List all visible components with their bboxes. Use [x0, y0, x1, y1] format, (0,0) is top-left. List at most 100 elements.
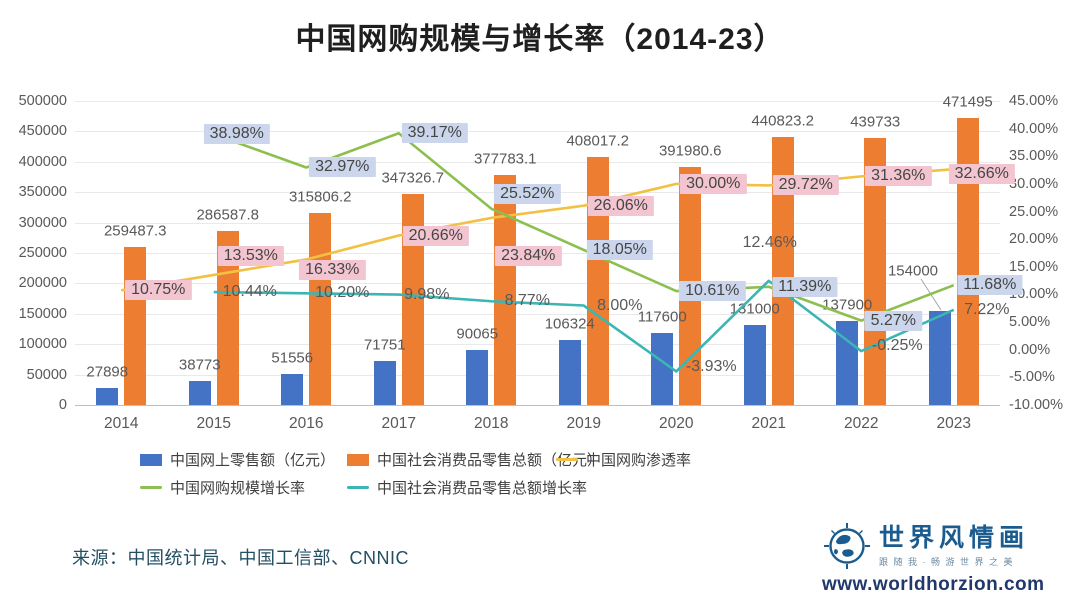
bar-value-label: 408017.2 [566, 132, 630, 150]
line-data-label: 23.84% [495, 245, 562, 266]
bar-value-label: 440823.2 [751, 112, 815, 130]
bar-value-label: 286587.8 [196, 206, 260, 224]
bar-value-label: 315806.2 [288, 188, 352, 206]
line-data-label: 31.36% [865, 166, 932, 187]
bar-value-label: 347326.7 [381, 169, 445, 187]
chart-title: 中国网购规模与增长率（2014-23） [295, 23, 785, 56]
y-axis-left-tick-label: 200000 [18, 275, 67, 292]
line-data-label: 32.97% [309, 157, 376, 178]
bar-value-label: 117600 [637, 308, 687, 326]
line-data-label: 26.06% [587, 195, 654, 216]
line-data-label: 20.66% [402, 225, 469, 246]
bar-value-label: 259487.3 [103, 222, 167, 240]
bar-value-label: 90065 [456, 325, 499, 343]
line-data-label: 5.27% [864, 310, 922, 331]
line-data-label: 13.53% [217, 245, 284, 266]
y-axis-right-tick-label: 20.00% [1009, 231, 1059, 248]
x-axis-tick-label: 2020 [659, 415, 694, 432]
legend-item: 中国网购规模增长率 [140, 477, 305, 498]
line-data-label: 10.61% [679, 281, 746, 302]
x-axis-tick-label: 2015 [196, 415, 231, 432]
legend-label: 中国网上零售额（亿元） [170, 452, 336, 469]
legend-bar-swatch [347, 453, 369, 466]
bar-total-retail [494, 175, 517, 405]
gridline [75, 161, 1000, 163]
y-axis-right-tick-label: 45.00% [1009, 93, 1059, 109]
gridline [75, 344, 1000, 346]
y-axis-left-tick-label: 350000 [18, 184, 67, 201]
legend-line-swatch [556, 457, 578, 462]
bar-online-retail [558, 340, 581, 405]
gridline [75, 313, 1000, 315]
brand-tagline: 跟随我·畅游世界之美 [879, 557, 1018, 567]
legend-item: 中国网上零售额（亿元） [140, 449, 335, 470]
line-data-label: 29.72% [772, 175, 839, 196]
bar-online-retail [188, 381, 211, 405]
y-axis-right-tick-label: 40.00% [1009, 120, 1059, 137]
line-data-label: 10.20% [315, 284, 370, 302]
bar-value-label: 377783.1 [473, 150, 537, 168]
legend-item: 中国社会消费品零售总额增长率 [347, 477, 587, 498]
bar-online-retail [466, 350, 489, 405]
gridline [75, 131, 1000, 133]
x-axis-tick-label: 2022 [844, 415, 879, 432]
y-axis-right-tick-label: 5.00% [1009, 314, 1051, 331]
line-data-label: 7.22% [964, 300, 1010, 318]
bar-total-retail [586, 156, 609, 405]
brand-text-column: 世界风情画 跟随我·畅游世界之美 [879, 524, 1029, 568]
y-axis-right-tick-label: -10.00% [1009, 397, 1064, 413]
bar-value-label: 439733 [850, 113, 901, 131]
y-axis-left-tick-label: 400000 [18, 153, 67, 170]
x-axis-tick-label: 2018 [474, 415, 509, 432]
line-data-label: 38.98% [203, 124, 270, 145]
y-axis-right-tick-label: 0.00% [1009, 341, 1051, 358]
line-data-label: 11.39% [772, 276, 838, 297]
y-axis-right-tick-label: 30.00% [1009, 175, 1059, 192]
bar-online-retail [373, 361, 396, 405]
bar-online-retail [96, 388, 119, 405]
y-axis-left-tick-label: 250000 [18, 245, 67, 261]
y-axis-right-tick-label: -5.00% [1009, 369, 1055, 386]
gridline [75, 374, 1000, 376]
line-data-label: 11.68% [957, 275, 1023, 296]
bar-value-label: 131000 [729, 300, 780, 318]
bar-online-retail [836, 321, 859, 405]
legend-item: 中国社会消费品零售总额（亿元） [347, 449, 602, 470]
legend-label: 中国社会消费品零售总额增长率 [377, 480, 588, 497]
source-note: 来源：中国统计局、中国工信部、CNNIC [72, 548, 409, 568]
bar-value-label: 154000 [887, 262, 939, 280]
legend-label: 中国网购渗透率 [586, 452, 692, 469]
bar-online-retail [281, 373, 304, 405]
bar-value-label: 471495 [942, 93, 993, 111]
legend-label: 中国网购规模增长率 [170, 480, 306, 497]
y-axis-left-tick-label: 0 [58, 397, 67, 413]
y-axis-left-tick-label: 50000 [26, 366, 67, 383]
brand-block: 世界风情画 跟随我·畅游世界之美 www.worldhorzion.com [822, 521, 1050, 596]
line-data-label: 8.00% [597, 296, 643, 314]
line-data-label: 9.98% [404, 285, 450, 303]
y-axis-left-tick-label: 150000 [18, 305, 67, 322]
bar-value-label: 71751 [363, 336, 406, 354]
bar-value-label: 51556 [271, 349, 314, 367]
legend-line-swatch [140, 485, 162, 490]
line-data-label: 18.05% [586, 239, 653, 260]
x-axis-tick-label: 2014 [104, 415, 139, 432]
line-data-label: 16.33% [299, 260, 366, 281]
bar-value-label: 106324 [544, 315, 595, 333]
bar-online-retail [651, 333, 674, 405]
y-axis-left-tick-label: 300000 [18, 214, 67, 231]
brand-url: www.worldhorzion.com [822, 574, 1045, 595]
brand-name: 世界风情画 [879, 524, 1030, 552]
y-axis-left-tick-label: 100000 [18, 336, 67, 353]
x-axis-tick-label: 2023 [936, 415, 971, 432]
line-data-label: 12.46% [742, 233, 797, 251]
line-data-label: 30.00% [680, 173, 747, 194]
y-axis-right-tick-label: 25.00% [1009, 203, 1059, 220]
line-data-label: -0.25% [871, 337, 923, 355]
legend-line-swatch [347, 485, 369, 490]
brand-row: 世界风情画 跟随我·畅游世界之美 [822, 521, 1050, 571]
globe-logo-icon [824, 523, 870, 569]
line-data-label: 25.52% [494, 183, 561, 204]
bar-online-retail [928, 311, 951, 405]
